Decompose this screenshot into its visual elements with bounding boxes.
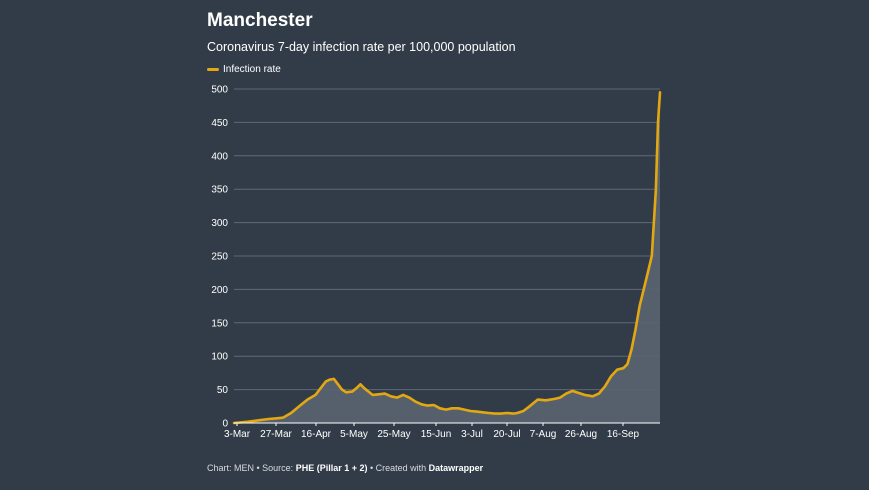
- y-tick-label: 150: [211, 318, 228, 329]
- footer-prefix: Chart: MEN • Source:: [207, 463, 296, 473]
- y-tick-label: 200: [211, 285, 228, 296]
- x-tick-label: 15-Jun: [421, 429, 452, 440]
- y-tick-label: 350: [211, 185, 228, 196]
- y-tick-label: 250: [211, 252, 228, 263]
- footer-tool: Datawrapper: [428, 463, 484, 473]
- x-tick-label: 16-Apr: [301, 429, 332, 440]
- x-tick-label: 16-Sep: [607, 429, 640, 440]
- y-tick-label: 450: [211, 118, 228, 129]
- chart-subtitle: Coronavirus 7-day infection rate per 100…: [207, 40, 516, 54]
- chart-title: Manchester: [207, 10, 313, 31]
- legend: Infection rate: [207, 64, 281, 75]
- legend-label: Infection rate: [223, 64, 281, 75]
- x-tick-label: 3-Jul: [461, 429, 483, 440]
- legend-swatch: [207, 68, 219, 71]
- x-tick-label: 20-Jul: [493, 429, 520, 440]
- x-axis-ticks: 3-Mar 27-Mar 16-Apr 5-May 25-May 15-Jun 3-Jul 2…: [224, 423, 640, 440]
- y-tick-label: 300: [211, 218, 228, 229]
- x-tick-label: 27-Mar: [260, 429, 292, 440]
- chart-footer: Chart: MEN • Source: PHE (Pillar 1 + 2) …: [207, 463, 483, 473]
- series-line: [232, 91, 662, 425]
- y-tick-label: 100: [211, 352, 228, 363]
- series-area: [234, 92, 660, 424]
- y-tick-label: 500: [211, 85, 228, 96]
- y-axis-ticks: 0 50 100 150 200 250 300 350 400 450 500: [211, 85, 228, 430]
- gridlines: [234, 88, 660, 391]
- x-tick-label: 25-May: [377, 429, 410, 440]
- footer-middle: • Created with: [367, 463, 429, 473]
- x-tick-label: 5-May: [340, 429, 368, 440]
- x-tick-label: 7-Aug: [530, 429, 557, 440]
- y-tick-label: 0: [222, 419, 228, 430]
- x-tick-label: 3-Mar: [224, 429, 251, 440]
- x-tick-label: 26-Aug: [565, 429, 597, 440]
- y-tick-label: 50: [217, 385, 229, 396]
- y-tick-label: 400: [211, 151, 228, 162]
- footer-source: PHE (Pillar 1 + 2): [295, 463, 368, 473]
